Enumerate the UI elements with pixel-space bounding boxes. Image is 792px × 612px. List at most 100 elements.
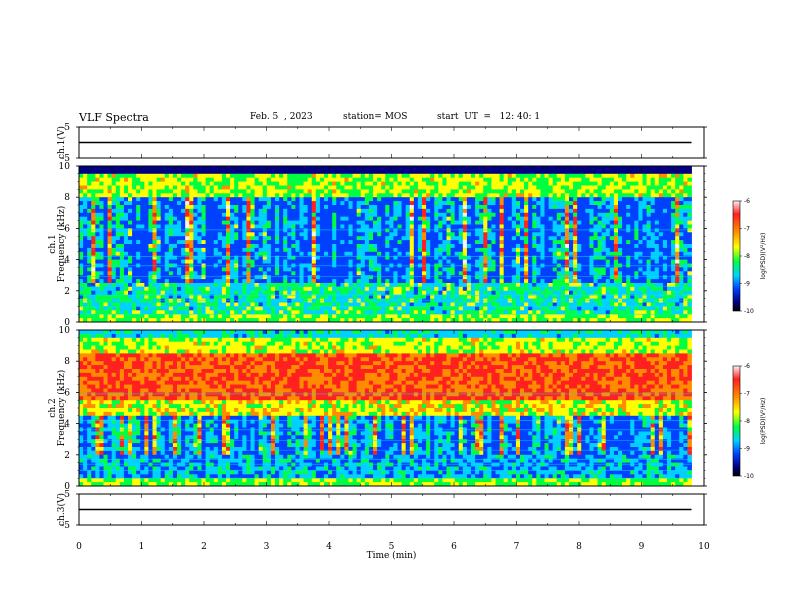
spectrogram-cell bbox=[442, 216, 447, 221]
spectrogram-cell bbox=[413, 283, 419, 288]
spectrogram-cell bbox=[548, 224, 554, 229]
spectrogram-cell bbox=[662, 267, 668, 272]
spectrogram-cell bbox=[683, 177, 688, 182]
spectrogram-cell bbox=[552, 255, 558, 260]
spectrogram-cell bbox=[258, 244, 264, 249]
spectrogram-cell bbox=[115, 220, 121, 225]
spectrogram-cell bbox=[564, 228, 570, 233]
spectrogram-cell bbox=[99, 247, 104, 253]
spectrogram-cell bbox=[246, 247, 251, 253]
spectrogram-cell bbox=[446, 232, 451, 237]
spectrogram-cell bbox=[201, 240, 206, 245]
spectrogram-cell bbox=[123, 286, 129, 292]
spectrogram-cell bbox=[87, 283, 92, 288]
spectrogram-cell bbox=[226, 201, 231, 206]
spectrogram-cell bbox=[475, 185, 480, 190]
spectrogram-cell bbox=[360, 216, 366, 221]
spectrogram-cell bbox=[193, 283, 198, 288]
spectrogram-cell bbox=[446, 251, 451, 257]
spectrogram-cell bbox=[209, 220, 215, 225]
spectrogram-cell bbox=[618, 220, 623, 225]
spectrogram-cell bbox=[201, 224, 206, 229]
spectrogram-cell bbox=[336, 290, 341, 296]
spectrogram-cell bbox=[238, 271, 243, 276]
spectrogram-cell bbox=[491, 177, 496, 182]
spectrogram-cell bbox=[189, 205, 194, 210]
spectrogram-cell bbox=[630, 236, 635, 241]
spectrogram-cell bbox=[193, 205, 198, 210]
spectrogram-cell bbox=[442, 255, 447, 260]
spectrogram-cell bbox=[679, 271, 684, 276]
spectrogram-cell bbox=[299, 201, 304, 206]
spectrogram-cell bbox=[279, 185, 284, 190]
spectrogram-cell bbox=[475, 283, 480, 288]
spectrogram-cell bbox=[291, 255, 296, 260]
spectrogram-cell bbox=[140, 166, 145, 171]
spectrogram-cell bbox=[266, 267, 272, 272]
spectrogram-cell bbox=[581, 251, 586, 257]
spectrogram-cell bbox=[172, 232, 178, 237]
spectrogram-cell bbox=[352, 173, 358, 179]
spectrogram-cell bbox=[295, 173, 300, 179]
spectrogram-cell bbox=[556, 208, 562, 214]
spectrogram-cell bbox=[385, 240, 390, 245]
spectrogram-cell bbox=[168, 236, 174, 241]
spectrogram-cell bbox=[213, 255, 219, 260]
spectrogram-cell bbox=[515, 244, 521, 249]
spectrogram-cell bbox=[475, 240, 480, 245]
spectrogram-cell bbox=[532, 173, 537, 179]
spectrogram-cell bbox=[450, 271, 456, 276]
spectrogram-cell bbox=[450, 247, 456, 253]
spectrogram-cell bbox=[201, 283, 206, 288]
spectrogram-cell bbox=[630, 177, 635, 182]
spectrogram-cell bbox=[422, 205, 427, 210]
spectrogram-cell bbox=[279, 259, 284, 264]
spectrogram-cell bbox=[658, 216, 664, 221]
spectrogram-cell bbox=[581, 220, 586, 225]
spectrogram-cell bbox=[609, 193, 615, 198]
spectrogram-cell bbox=[209, 212, 215, 218]
spectrogram-cell bbox=[389, 169, 394, 175]
spectrogram-cell bbox=[172, 228, 178, 233]
spectrogram-cell bbox=[658, 236, 664, 241]
spectrogram-cell bbox=[520, 193, 525, 198]
spectrogram-cell bbox=[185, 247, 190, 253]
spectrogram-cell bbox=[373, 283, 378, 288]
spectrogram-cell bbox=[622, 290, 627, 296]
spectrogram-cell bbox=[454, 275, 460, 280]
spectrogram-cell bbox=[352, 177, 358, 182]
spectrogram-cell bbox=[630, 275, 635, 280]
spectrogram-cell bbox=[307, 236, 313, 241]
spectrogram-cell bbox=[295, 177, 300, 182]
spectrogram-cell bbox=[515, 259, 521, 264]
spectrogram-cell bbox=[446, 193, 451, 198]
spectrogram-cell bbox=[156, 201, 162, 206]
spectrogram-cell bbox=[315, 205, 321, 210]
spectrogram-cell bbox=[597, 166, 603, 171]
spectrogram-cell bbox=[311, 205, 317, 210]
spectrogram-cell bbox=[103, 189, 108, 194]
spectrogram-cell bbox=[413, 232, 419, 237]
spectrogram-cell bbox=[91, 232, 96, 237]
spectrogram-cell bbox=[262, 247, 268, 253]
spectrogram-cell bbox=[156, 283, 162, 288]
spectrogram-cell bbox=[409, 220, 415, 225]
spectrogram-cell bbox=[597, 197, 603, 202]
spectrogram-cell bbox=[226, 166, 231, 171]
spectrogram-cell bbox=[79, 279, 84, 284]
spectrogram-cell bbox=[536, 224, 541, 229]
spectrogram-cell bbox=[532, 197, 537, 202]
spectrogram-cell bbox=[417, 275, 423, 280]
spectrogram-cell bbox=[160, 201, 166, 206]
spectrogram-cell bbox=[544, 283, 549, 288]
spectrogram-cell bbox=[213, 216, 219, 221]
spectrogram-cell bbox=[250, 216, 255, 221]
spectrogram-cell bbox=[426, 236, 431, 241]
spectrogram-cell bbox=[299, 216, 304, 221]
spectrogram-cell bbox=[319, 255, 325, 260]
spectrogram-cell bbox=[413, 255, 419, 260]
spectrogram-cell bbox=[79, 283, 84, 288]
spectrogram-cell bbox=[336, 224, 341, 229]
spectrogram-cell bbox=[438, 216, 443, 221]
spectrogram-cell bbox=[638, 189, 643, 194]
